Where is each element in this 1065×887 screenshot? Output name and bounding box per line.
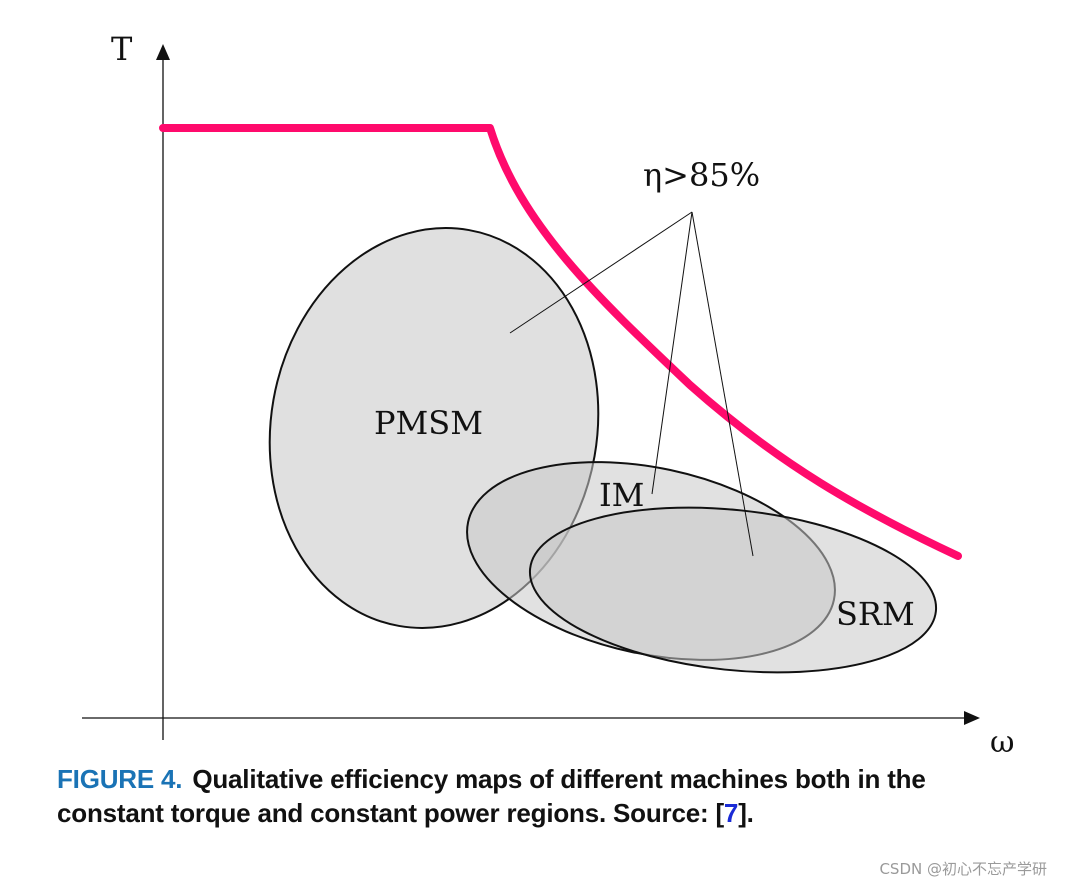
srm-region: [528, 506, 938, 674]
watermark: CSDN @初心不忘产学研: [879, 860, 1047, 878]
figure-caption: FIGURE 4. Qualitative efficiency maps of …: [57, 762, 1037, 830]
leader-line-pmsm: [509, 211, 693, 334]
caption-text: Qualitative efficiency maps of different…: [57, 764, 926, 828]
efficiency-annotation: η>85%: [643, 156, 760, 194]
pmsm-label: PMSM: [374, 404, 483, 442]
torque-power-envelope: [159, 124, 962, 560]
leader-line-srm: [691, 211, 754, 557]
reference-link[interactable]: 7: [723, 798, 739, 828]
x-axis-arrow: [964, 711, 980, 725]
leader-line-im: [651, 211, 693, 495]
caption-text-end: ].: [738, 798, 754, 828]
y-axis-label: T: [111, 30, 133, 68]
x-axis-label: ω: [990, 725, 1014, 760]
im-label: IM: [599, 476, 644, 514]
srm-label: SRM: [836, 595, 915, 633]
efficiency-map-diagram: T ω η>85% PMSM IM SRM: [82, 30, 1014, 760]
figure-label: FIGURE 4.: [57, 764, 183, 794]
y-axis-arrow: [156, 44, 170, 60]
